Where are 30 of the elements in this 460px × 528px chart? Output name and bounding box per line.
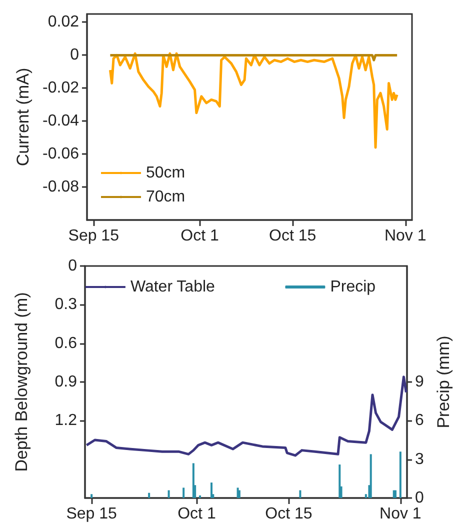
y-tick-label: -0.02 [42, 80, 80, 97]
y-tick-label: 0 [68, 258, 78, 274]
x-tick-label: Sep 15 [68, 228, 120, 244]
x-tick-label: Nov 1 [384, 228, 426, 244]
y-tick-label: 0.9 [54, 374, 78, 390]
x-tick-label: Oct 1 [178, 506, 216, 522]
y2-tick-label: 0 [415, 490, 424, 506]
y-tick-label: 0.3 [54, 296, 78, 314]
legend-label: Water Table [130, 278, 216, 296]
y-tick-label: 0.6 [54, 334, 78, 352]
x-tick-label: Sep 15 [66, 506, 118, 522]
x-tick-label: Oct 15 [265, 506, 312, 522]
x-tick-label: Oct 1 [180, 228, 219, 244]
legend-label: 50cm [146, 164, 186, 182]
y-axis-title: Depth Belowground (m) [12, 292, 31, 472]
y2-tick-label: 3 [415, 450, 424, 468]
y-axis-title: Current (mA) [14, 68, 33, 166]
x-tick-label: Oct 15 [269, 228, 316, 244]
y-tick-label: -0.08 [42, 178, 80, 196]
y2-tick-label: 9 [415, 374, 424, 390]
y-tick-label: 0 [70, 46, 80, 64]
y-tick-label: -0.06 [42, 146, 80, 163]
x-tick-label: Nov 1 [380, 506, 422, 522]
y-tick-label: 0.02 [48, 14, 80, 31]
y-tick-label: -0.04 [42, 112, 80, 130]
y2-tick-label: 6 [415, 412, 424, 430]
legend-label: Precip [330, 278, 376, 296]
y2-axis-title: Precip (mm) [434, 336, 453, 428]
y-tick-label: 1.2 [54, 412, 78, 430]
legend-label: 70cm [146, 188, 186, 206]
